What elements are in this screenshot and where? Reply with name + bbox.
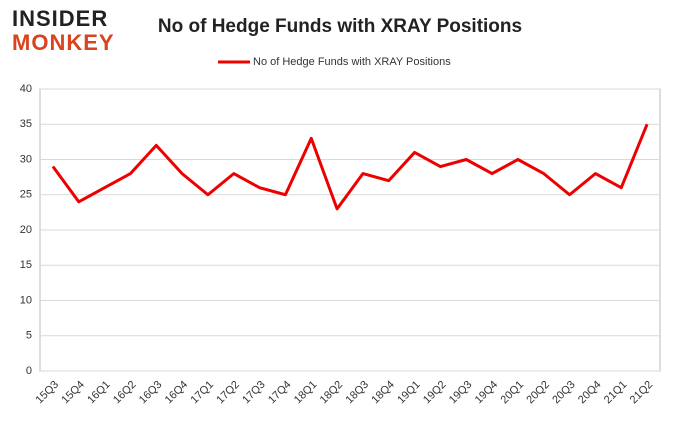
data-line bbox=[51, 123, 649, 211]
y-tick-label: 30 bbox=[20, 153, 32, 165]
logo-line1: INSIDER bbox=[12, 6, 108, 31]
y-tick-label: 5 bbox=[26, 330, 32, 342]
y-tick-label: 10 bbox=[20, 294, 32, 306]
chart-title: No of Hedge Funds with XRAY Positions bbox=[158, 16, 522, 37]
y-tick-label: 25 bbox=[20, 189, 32, 201]
logo-line2: MONKEY bbox=[12, 30, 115, 55]
y-tick-label: 35 bbox=[20, 118, 32, 130]
y-tick-label: 20 bbox=[20, 224, 32, 236]
y-tick-label: 40 bbox=[20, 83, 32, 95]
legend-label: No of Hedge Funds with XRAY Positions bbox=[253, 56, 451, 68]
y-tick-label: 15 bbox=[20, 259, 32, 271]
y-tick-label: 0 bbox=[26, 365, 32, 377]
